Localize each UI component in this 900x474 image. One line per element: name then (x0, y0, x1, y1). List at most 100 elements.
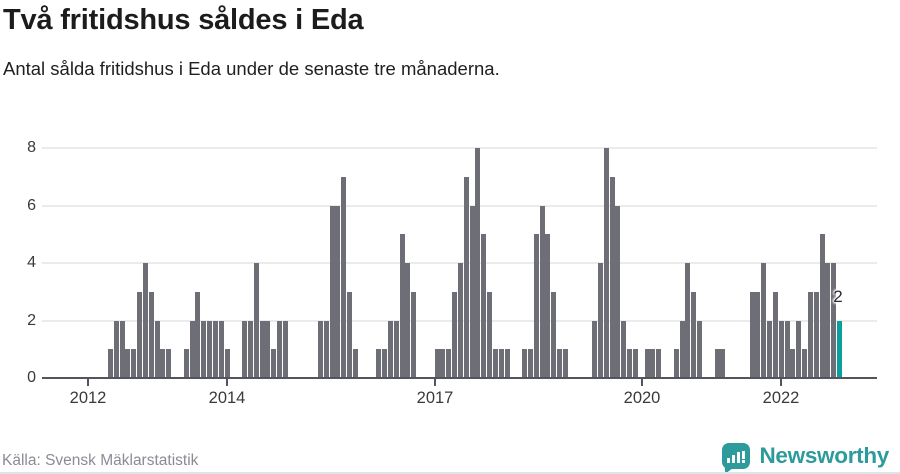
bar (679, 320, 685, 378)
bar (183, 349, 189, 378)
bar (562, 349, 568, 378)
x-axis-tick-2022 (780, 379, 782, 386)
bar (399, 234, 405, 378)
bar (148, 291, 154, 378)
x-axis-tick-2014 (226, 379, 228, 386)
bar (119, 320, 125, 378)
chart-title: Två fritidshus såldes i Eda (3, 4, 364, 36)
bar (277, 320, 283, 378)
bar (224, 349, 230, 378)
bar (212, 320, 218, 378)
bar (609, 176, 615, 378)
bar (265, 320, 271, 378)
bar (253, 263, 259, 378)
x-axis-line (42, 377, 877, 379)
bar (469, 205, 475, 378)
bar (434, 349, 440, 378)
bar (411, 291, 417, 378)
bar (387, 320, 393, 378)
bar (154, 320, 160, 378)
bar (492, 349, 498, 378)
bar (685, 263, 691, 378)
bar (644, 349, 650, 378)
x-axis-label-2020: 2020 (623, 389, 661, 407)
brand-wordmark: Newsworthy (759, 443, 889, 468)
source-credit: Källa: Svensk Mäklarstatistik (2, 452, 199, 469)
bar (749, 291, 755, 378)
bar (160, 349, 166, 378)
bar (825, 263, 831, 378)
bar (527, 349, 533, 378)
bar (615, 205, 621, 378)
bar (819, 234, 825, 378)
bar (282, 320, 288, 378)
bar (802, 349, 807, 378)
bar (125, 349, 131, 378)
bar (335, 205, 341, 378)
x-axis-tick-2020 (641, 379, 643, 386)
bar (259, 320, 265, 378)
bar (446, 349, 452, 378)
x-axis-label-2014: 2014 (208, 389, 246, 407)
bar (323, 320, 329, 378)
bar (475, 148, 481, 378)
bar (108, 349, 113, 378)
bar (329, 205, 335, 378)
x-axis-label-2017: 2017 (416, 389, 454, 407)
bar (807, 291, 813, 378)
bar (142, 263, 148, 378)
bar (481, 234, 487, 378)
bar (242, 320, 248, 378)
bar (137, 291, 143, 378)
bar (656, 349, 662, 378)
bar (592, 320, 598, 378)
bar (720, 349, 726, 378)
bar (767, 320, 773, 378)
bar (487, 291, 493, 378)
bar (271, 349, 277, 378)
bar (539, 205, 545, 378)
bar (813, 291, 819, 378)
bar (557, 349, 563, 378)
bar (166, 349, 172, 378)
bar (341, 176, 347, 378)
bar (522, 349, 528, 378)
bar (195, 291, 201, 378)
bar (714, 349, 720, 378)
icon-bar-3 (737, 452, 741, 463)
bar (347, 291, 353, 378)
icon-bar-2 (732, 455, 736, 463)
bar (405, 263, 411, 378)
bar (498, 349, 504, 378)
bar (113, 320, 119, 378)
gridline-y8 (42, 147, 877, 149)
plot-area (42, 140, 877, 378)
bar (504, 349, 510, 378)
y-axis-label-2: 2 (27, 311, 36, 329)
bar (831, 263, 837, 378)
bar (452, 291, 458, 378)
y-axis-label-8: 8 (27, 139, 36, 156)
newsworthy-logo: Newsworthy (722, 441, 889, 474)
bar (545, 234, 551, 378)
bar (697, 320, 703, 378)
bar (189, 320, 195, 378)
bar (440, 349, 446, 378)
bar (247, 320, 253, 378)
newsworthy-bubble-chart-icon (722, 443, 751, 474)
bar (673, 349, 679, 378)
bar (597, 263, 603, 378)
bar (382, 349, 388, 378)
x-axis-label-2012: 2012 (69, 389, 107, 407)
bar (457, 263, 463, 378)
icon-exclamation (742, 450, 746, 463)
bar (790, 349, 796, 378)
x-axis-tick-2017 (434, 379, 436, 386)
y-axis-label-6: 6 (27, 196, 36, 214)
bar (551, 291, 557, 378)
bar (352, 349, 358, 378)
gridline-y6 (42, 204, 877, 207)
bar (632, 349, 638, 378)
y-axis-label-4: 4 (27, 254, 36, 271)
bar (603, 148, 609, 378)
